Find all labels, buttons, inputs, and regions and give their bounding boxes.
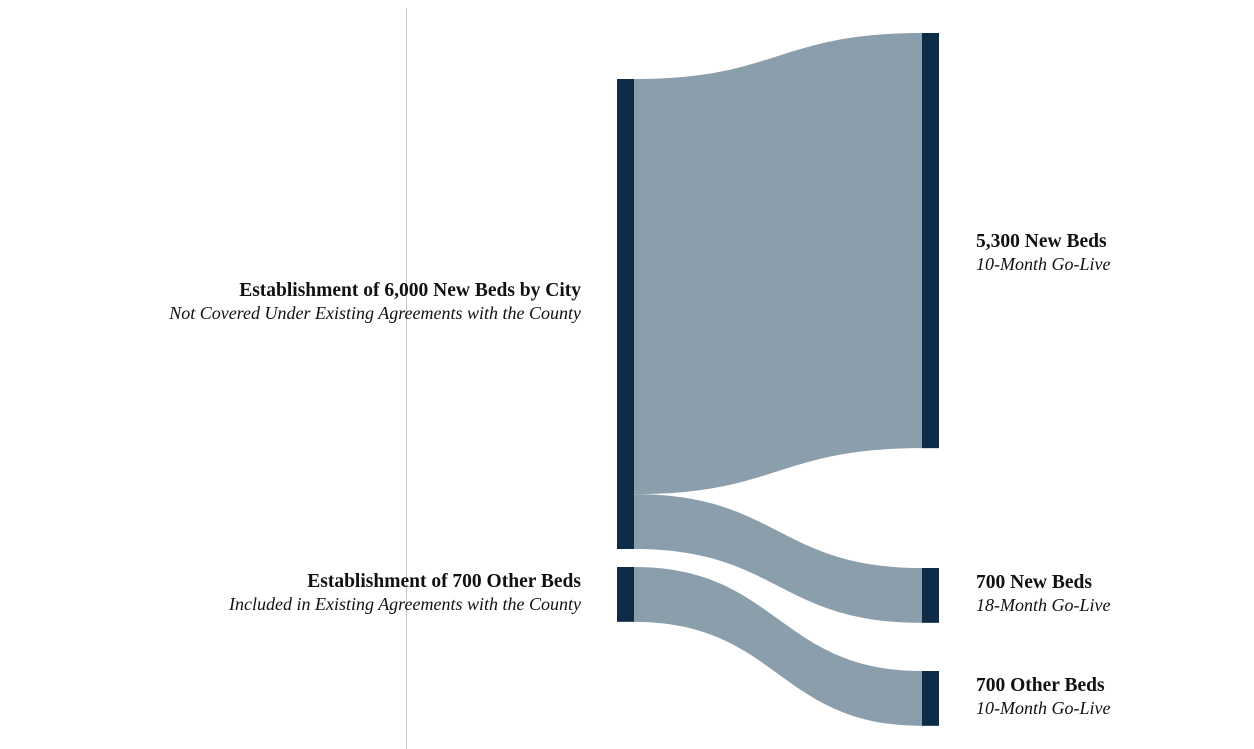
node-subtitle-city-6000: Not Covered Under Existing Agreements wi… xyxy=(169,303,581,324)
node-title-other-700-target: 700 Other Beds xyxy=(976,675,1105,696)
link-city_6000-to-new_5300 xyxy=(634,33,922,495)
node-label-city-6000: Establishment of 6,000 New Beds by City … xyxy=(169,280,581,324)
node-subtitle-new-700: 18-Month Go-Live xyxy=(976,595,1111,616)
node-bar-other_700_dst xyxy=(922,671,939,726)
node-bar-other_700_src xyxy=(617,567,634,622)
node-label-other-700-source: Establishment of 700 Other Beds Included… xyxy=(229,571,581,615)
node-label-other-700-target: 700 Other Beds 10-Month Go-Live xyxy=(976,675,1110,719)
node-title-new-5300: 5,300 New Beds xyxy=(976,231,1107,252)
node-subtitle-new-5300: 10-Month Go-Live xyxy=(976,254,1111,275)
node-label-new-700: 700 New Beds 18-Month Go-Live xyxy=(976,572,1110,616)
node-title-city-6000: Establishment of 6,000 New Beds by City xyxy=(239,280,581,301)
node-bar-new_5300 xyxy=(922,33,939,449)
node-title-new-700: 700 New Beds xyxy=(976,572,1092,593)
divider-line xyxy=(406,8,407,749)
link-city_6000-to-new_700 xyxy=(634,494,922,623)
link-other_700_src-to-other_700_dst xyxy=(634,567,922,726)
node-subtitle-other-700-source: Included in Existing Agreements with the… xyxy=(229,594,581,615)
node-title-other-700-source: Establishment of 700 Other Beds xyxy=(307,571,581,592)
node-bar-city_6000 xyxy=(617,79,634,549)
node-bar-new_700 xyxy=(922,568,939,623)
node-label-new-5300: 5,300 New Beds 10-Month Go-Live xyxy=(976,231,1110,275)
node-subtitle-other-700-target: 10-Month Go-Live xyxy=(976,698,1111,719)
